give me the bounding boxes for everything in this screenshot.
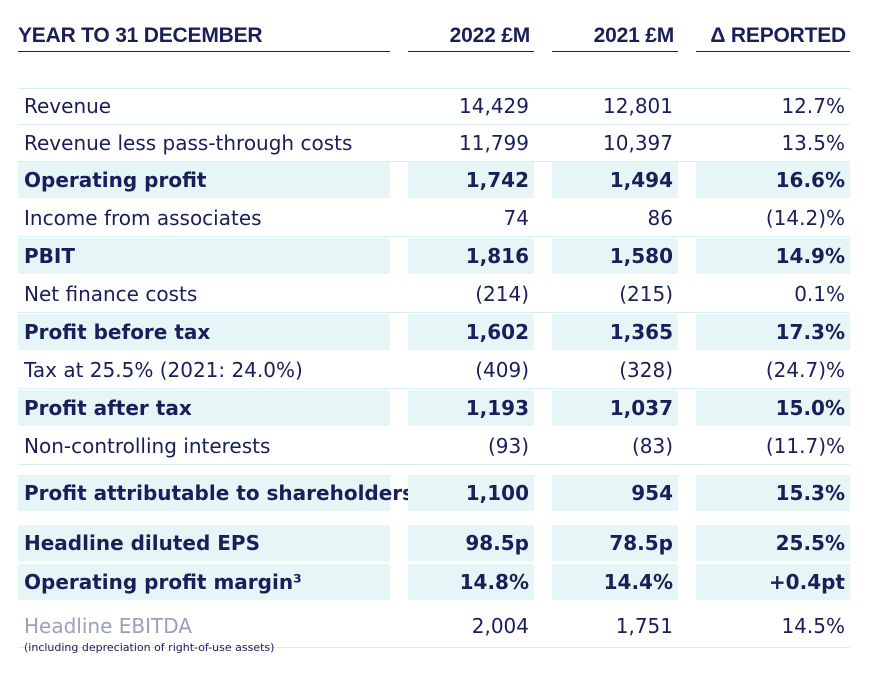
row-label: Profit attributable to shareholders — [18, 475, 414, 511]
cell-2022: 11,799 — [459, 131, 529, 155]
cell-2021: 1,494 — [552, 162, 678, 198]
row-label: Revenue — [24, 94, 112, 118]
cell-2022: 1,602 — [408, 314, 534, 350]
cell-2021: 1,037 — [552, 390, 678, 426]
cell-change: 16.6% — [696, 162, 850, 198]
cell-change: (11.7)% — [765, 434, 845, 458]
cell-change: 13.5% — [781, 131, 845, 155]
cell-2022: 98.5p — [408, 525, 534, 561]
row-label: Operating profit margin³ — [18, 564, 390, 600]
row-separator — [18, 647, 850, 648]
cell-2022: 14.8% — [408, 564, 534, 600]
row-label: Tax at 25.5% (2021: 24.0%) — [24, 358, 303, 382]
row-label: Profit after tax — [18, 390, 390, 426]
cell-2021: 1,580 — [552, 238, 678, 274]
cell-2021: (83) — [631, 434, 673, 458]
cell-2022: 14,429 — [459, 94, 529, 118]
cell-2022: 74 — [503, 206, 529, 230]
cell-change: 15.3% — [696, 475, 850, 511]
cell-2021: 86 — [647, 206, 673, 230]
cell-2021: 1,365 — [552, 314, 678, 350]
cell-change: 14.9% — [696, 238, 850, 274]
cell-change: (14.2)% — [765, 206, 845, 230]
row-separator — [18, 388, 850, 389]
cell-2022: (93) — [487, 434, 529, 458]
cell-2021: (328) — [619, 358, 673, 382]
row-label: Non-controlling interests — [24, 434, 271, 458]
cell-change: 25.5% — [696, 525, 850, 561]
row-separator — [18, 236, 850, 237]
row-label: Net finance costs — [24, 282, 198, 306]
row-label: Income from associates — [24, 206, 262, 230]
cell-change: 14.5% — [781, 614, 845, 638]
row-label: Revenue less pass-through costs — [24, 131, 353, 155]
row-separator — [18, 124, 850, 125]
row-separator — [18, 161, 850, 162]
row-label: Profit before tax — [18, 314, 390, 350]
cell-2022: 1,816 — [408, 238, 534, 274]
row-separator — [18, 312, 850, 313]
cell-change: 12.7% — [781, 94, 845, 118]
cell-2022: 1,100 — [408, 475, 534, 511]
cell-2022: 1,193 — [408, 390, 534, 426]
cell-change: +0.4pt — [696, 564, 850, 600]
cell-2022: 1,742 — [408, 162, 534, 198]
header-change: Δ REPORTED — [696, 22, 850, 52]
cell-change: 15.0% — [696, 390, 850, 426]
row-label: Headline EBITDA — [24, 614, 192, 638]
cell-2021: 10,397 — [603, 131, 673, 155]
cell-2021: 78.5p — [552, 525, 678, 561]
header-2021: 2021 £M — [552, 22, 678, 52]
header-2022: 2022 £M — [408, 22, 534, 52]
cell-2021: 14.4% — [552, 564, 678, 600]
cell-change: 17.3% — [696, 314, 850, 350]
row-separator — [18, 88, 850, 89]
cell-2021: 954 — [552, 475, 678, 511]
cell-2021: 1,751 — [615, 614, 673, 638]
cell-change: 0.1% — [794, 282, 845, 306]
cell-2022: (409) — [475, 358, 529, 382]
cell-2022: (214) — [475, 282, 529, 306]
row-label: PBIT — [18, 238, 390, 274]
row-label: Headline diluted EPS — [18, 525, 390, 561]
ebitda-note: (including depreciation of right-of-use … — [24, 641, 275, 654]
cell-2021: (215) — [619, 282, 673, 306]
cell-change: (24.7)% — [765, 358, 845, 382]
cell-2022: 2,004 — [471, 614, 529, 638]
row-separator — [18, 464, 850, 465]
cell-2021: 12,801 — [603, 94, 673, 118]
header-year: YEAR TO 31 DECEMBER — [18, 22, 390, 52]
row-label: Operating profit — [18, 162, 390, 198]
